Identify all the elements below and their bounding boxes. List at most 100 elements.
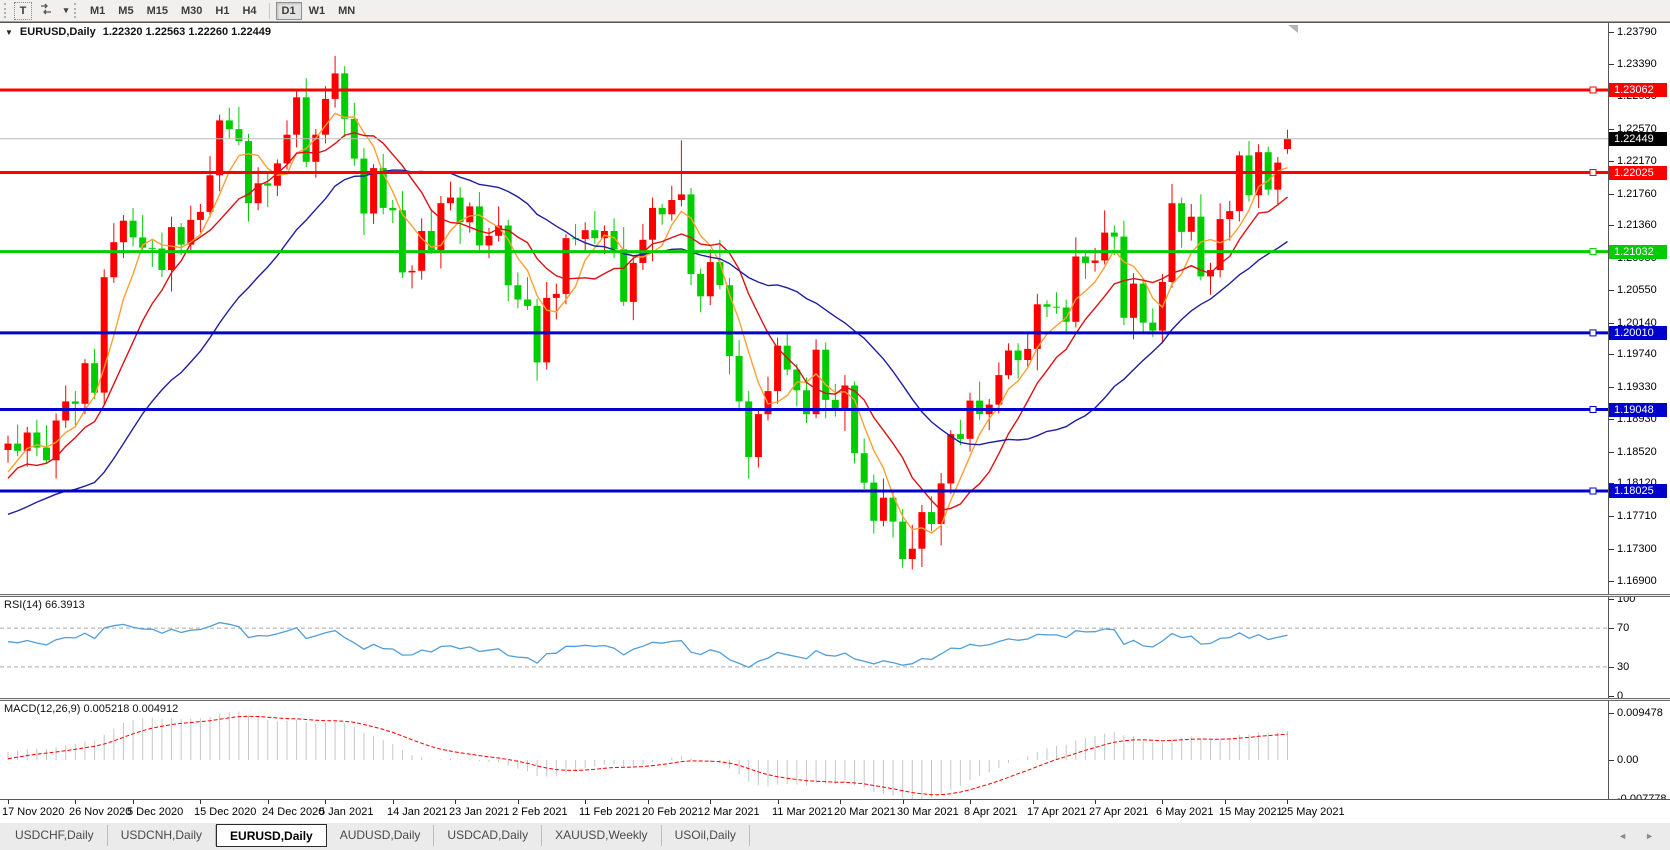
hline-price-label: 1.20010 [1609, 326, 1667, 340]
time-tick-label: 30 Mar 2021 [897, 806, 959, 818]
style-arrows-dropdown[interactable]: ▾ [60, 2, 72, 20]
current-price-label: 1.22449 [1609, 132, 1667, 146]
macd-axis-label: 0.00 [1608, 754, 1639, 766]
time-tick-label: 5 Jan 2021 [319, 806, 374, 818]
chart-shift-marker[interactable] [1288, 25, 1298, 33]
time-tick [518, 800, 519, 804]
price-tick-label: 1.23790 [1609, 26, 1657, 38]
hline-price-label: 1.21032 [1609, 245, 1667, 259]
main-chart-panel[interactable]: ▼ EURUSD,Daily 1.22320 1.22563 1.22260 1… [0, 23, 1608, 594]
chart-tabs: USDCHF,Daily USDCNH,Daily EURUSD,Daily AUDU… [2, 824, 1670, 847]
time-tick-label: 11 Feb 2021 [579, 806, 640, 818]
price-tick-label: 1.22170 [1609, 155, 1657, 167]
macd-chart-canvas[interactable] [0, 701, 1608, 799]
panel-divider[interactable] [0, 698, 1670, 701]
chart-tab-eurusd[interactable]: EURUSD,Daily [216, 824, 327, 847]
time-tick [455, 800, 456, 804]
time-tick [1033, 800, 1034, 804]
timeframe-button-h4[interactable]: H4 [236, 2, 262, 20]
timeframe-button-m1[interactable]: M1 [84, 2, 111, 20]
time-tick [903, 800, 904, 804]
timeframe-button-m5[interactable]: M5 [112, 2, 139, 20]
hline-price-label: 1.18025 [1609, 484, 1667, 498]
timeframe-button-mn[interactable]: MN [332, 2, 361, 20]
panel-divider[interactable] [0, 594, 1670, 597]
timeframe-button-h1[interactable]: H1 [209, 2, 235, 20]
hline-price-label: 1.22025 [1609, 166, 1667, 180]
time-tick [8, 800, 9, 804]
tab-scroll-left-icon[interactable]: ◄ [1618, 831, 1628, 841]
collapse-caret-icon[interactable]: ▼ [5, 27, 13, 37]
time-tick [648, 800, 649, 804]
rsi-axis-label: 0 [1608, 690, 1624, 702]
ma-mid-line[interactable] [7, 131, 1288, 512]
time-tick [1287, 800, 1288, 804]
toolbar-grip[interactable] [4, 3, 9, 18]
chart-tab-audusd[interactable]: AUDUSD,Daily [327, 825, 435, 846]
time-tick [325, 800, 326, 804]
time-tick [710, 800, 711, 804]
chart-ohlc-values: 1.22320 1.22563 1.22260 1.22449 [102, 26, 271, 38]
candlestick-chart-canvas[interactable] [0, 23, 1608, 594]
time-tick [778, 800, 779, 804]
time-tick-label: 15 Dec 2020 [194, 806, 257, 818]
price-tick-label: 1.19330 [1609, 381, 1657, 393]
rsi-panel[interactable]: RSI(14) 66.3913 [0, 597, 1608, 698]
time-tick-label: 2 Feb 2021 [512, 806, 568, 818]
line-handle[interactable] [1589, 329, 1597, 337]
time-tick-label: 11 Mar 2021 [772, 806, 833, 818]
line-handle[interactable] [1589, 169, 1597, 176]
macd-panel[interactable]: MACD(12,26,9) 0.005218 0.004912 [0, 701, 1608, 799]
timeframe-group: M1 M5 M15 M30 H1 H4 D1 W1 MN [84, 1, 361, 20]
text-tool-button[interactable]: T [14, 1, 32, 20]
time-tick-label: 24 Dec 2020 [262, 806, 325, 818]
time-tick [1162, 800, 1163, 804]
tab-scroll-controls: ◄ ► [1618, 831, 1654, 841]
rsi-axis-label: 30 [1608, 661, 1630, 673]
chart-tab-usdchf[interactable]: USDCHF,Daily [2, 825, 108, 846]
toolbar-grip[interactable] [74, 3, 79, 18]
rsi-line [7, 621, 1288, 669]
rsi-chart-canvas[interactable] [0, 597, 1608, 698]
macd-axis-label: 0.009478 [1609, 707, 1663, 719]
time-tick-label: 20 Feb 2021 [642, 806, 704, 818]
time-tick [268, 800, 269, 804]
price-tick-label: 1.17300 [1609, 543, 1657, 555]
time-tick [75, 800, 76, 804]
rsi-axis-label: 70 [1608, 622, 1630, 634]
tab-scroll-right-icon[interactable]: ► [1645, 831, 1654, 841]
time-tick-label: 20 Mar 2021 [834, 806, 896, 818]
timeframe-button-m15[interactable]: M15 [141, 2, 174, 20]
chart-tab-xauusd[interactable]: XAUUSD,Weekly [542, 825, 662, 846]
price-tick-label: 1.19740 [1609, 348, 1657, 360]
time-axis: 17 Nov 2020 26 Nov 2020 5 Dec 2020 15 Dec 2… [0, 799, 1670, 823]
time-tick [1225, 800, 1226, 804]
time-tick [393, 800, 394, 804]
chart-area: ▼ EURUSD,Daily 1.22320 1.22563 1.22260 1… [0, 22, 1670, 823]
price-tick-label: 1.21760 [1609, 188, 1657, 200]
price-tick-label: 1.21360 [1609, 219, 1657, 231]
style-arrows-button[interactable] [33, 2, 59, 20]
toolbar-separator [268, 2, 270, 19]
ma-fast-line[interactable] [7, 112, 1288, 534]
time-tick [585, 800, 586, 804]
price-tick-label: 1.20550 [1609, 284, 1657, 296]
time-tick-label: 25 May 2021 [1281, 806, 1345, 818]
line-handle[interactable] [1589, 487, 1597, 495]
line-handle[interactable] [1589, 248, 1597, 256]
time-tick-label: 27 Apr 2021 [1089, 806, 1149, 818]
hline-price-label: 1.23062 [1609, 83, 1667, 97]
price-tick-label: 1.18520 [1609, 446, 1657, 458]
line-handle[interactable] [1589, 86, 1597, 94]
timeframe-button-d1[interactable]: D1 [275, 1, 302, 20]
price-tick-label: 1.23390 [1609, 58, 1657, 70]
line-handle[interactable] [1589, 406, 1597, 413]
ma-slow-line[interactable] [7, 169, 1288, 515]
chart-tab-usdcnh[interactable]: USDCNH,Daily [108, 825, 217, 846]
chart-tab-usoil[interactable]: USOil,Daily [662, 825, 750, 846]
time-tick [970, 800, 971, 804]
chart-tab-usdcad[interactable]: USDCAD,Daily [434, 825, 543, 846]
timeframe-button-m30[interactable]: M30 [175, 2, 208, 20]
timeframe-button-w1[interactable]: W1 [303, 2, 332, 20]
